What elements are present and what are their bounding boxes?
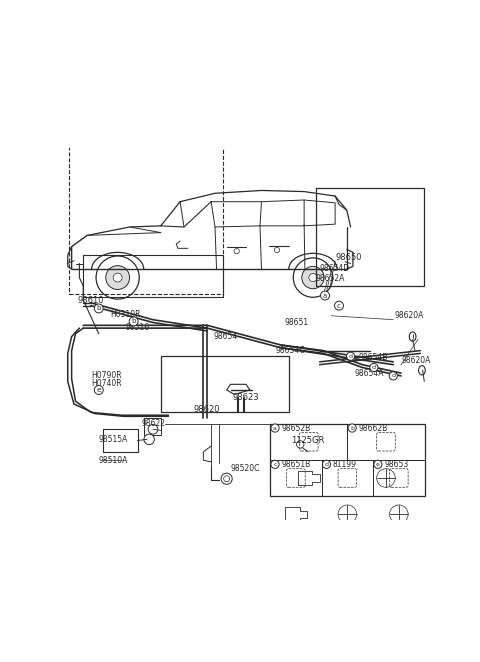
Circle shape [271, 424, 279, 432]
Circle shape [106, 265, 130, 289]
Text: 1125GR: 1125GR [291, 436, 324, 445]
Circle shape [347, 352, 355, 360]
Circle shape [144, 434, 155, 445]
Text: 98652B: 98652B [281, 424, 311, 432]
Circle shape [309, 273, 317, 281]
Text: b: b [96, 305, 101, 311]
Bar [83, 255, 223, 297]
Text: 98515A: 98515A [99, 435, 128, 444]
Text: d: d [348, 354, 353, 359]
Circle shape [297, 441, 304, 448]
Circle shape [302, 266, 324, 289]
Text: d: d [372, 365, 376, 370]
Text: 81199: 81199 [333, 460, 357, 469]
Circle shape [129, 317, 138, 326]
Circle shape [389, 372, 397, 380]
Text: 98653: 98653 [384, 460, 408, 469]
Text: 98654C: 98654C [276, 346, 305, 355]
Text: 98516: 98516 [126, 322, 150, 332]
Text: 98654A: 98654A [355, 369, 384, 377]
Text: e: e [96, 387, 101, 393]
Text: 98623: 98623 [232, 393, 259, 402]
Circle shape [148, 424, 158, 434]
Text: 98650: 98650 [335, 254, 361, 262]
Bar [316, 187, 424, 286]
Circle shape [293, 258, 333, 297]
Text: b: b [350, 426, 354, 430]
Text: c: c [337, 303, 341, 308]
Text: a: a [273, 426, 277, 430]
Circle shape [96, 256, 139, 299]
Text: e: e [376, 462, 380, 467]
Circle shape [374, 460, 382, 469]
Text: a: a [323, 293, 327, 299]
Text: 98651B: 98651B [281, 460, 311, 469]
Text: H0790R: H0790R [91, 371, 121, 381]
Circle shape [323, 460, 331, 469]
Text: 98510A: 98510A [99, 455, 128, 465]
Text: 98654D: 98654D [320, 263, 350, 273]
Text: 98652A: 98652A [316, 274, 345, 283]
Text: c: c [273, 462, 277, 467]
Bar [144, 418, 161, 435]
Text: 98654: 98654 [214, 332, 238, 341]
Text: 98610: 98610 [77, 295, 104, 305]
Text: 98662B: 98662B [359, 424, 388, 432]
Circle shape [370, 363, 378, 371]
Circle shape [335, 301, 344, 310]
Circle shape [113, 273, 122, 282]
Circle shape [348, 424, 356, 432]
Circle shape [94, 385, 103, 395]
Text: d: d [324, 462, 328, 467]
Text: 98520C: 98520C [230, 464, 260, 473]
Text: 98622: 98622 [142, 419, 166, 428]
Text: 98654B: 98654B [359, 354, 388, 362]
Text: 98620: 98620 [193, 405, 220, 414]
Bar [69, 109, 223, 295]
Text: H0740R: H0740R [91, 379, 121, 388]
Text: 98620A: 98620A [401, 356, 431, 365]
Text: d: d [391, 373, 395, 379]
Text: 98620A: 98620A [395, 311, 424, 320]
Text: 98651: 98651 [285, 318, 309, 327]
Bar [161, 356, 288, 412]
Text: b: b [132, 318, 136, 324]
Circle shape [271, 460, 279, 469]
Text: H0310R: H0310R [110, 310, 141, 319]
Circle shape [94, 304, 103, 313]
Bar [103, 429, 137, 451]
Circle shape [321, 291, 329, 300]
Circle shape [221, 473, 232, 485]
Bar [270, 424, 424, 496]
